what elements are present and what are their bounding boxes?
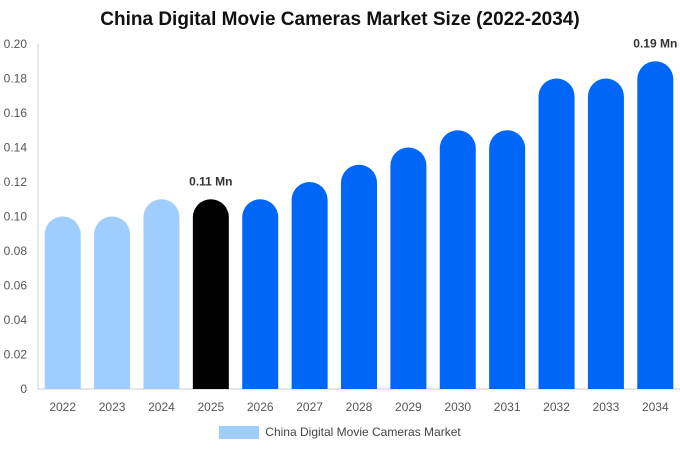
x-tick-label: 2030 bbox=[444, 400, 471, 414]
y-tick-label: 0.06 bbox=[4, 279, 28, 293]
bar bbox=[637, 61, 674, 389]
x-tick-label: 2025 bbox=[197, 400, 224, 414]
bar bbox=[192, 199, 229, 389]
y-tick-label: 0.12 bbox=[4, 175, 28, 189]
y-tick-label: 0 bbox=[20, 382, 27, 396]
y-tick-label: 0.08 bbox=[4, 244, 28, 258]
y-tick-label: 0.18 bbox=[4, 72, 28, 86]
data-label: 0.19 Mn bbox=[633, 36, 677, 50]
legend-label: China Digital Movie Cameras Market bbox=[265, 425, 461, 439]
x-tick-label: 2031 bbox=[494, 400, 521, 414]
bar bbox=[587, 78, 624, 389]
x-tick-label: 2023 bbox=[99, 400, 126, 414]
y-tick-label: 0.04 bbox=[4, 313, 28, 327]
bar bbox=[143, 199, 180, 389]
bar bbox=[439, 130, 476, 390]
legend: China Digital Movie Cameras Market bbox=[0, 425, 680, 439]
y-tick-label: 0.10 bbox=[4, 210, 28, 224]
legend-swatch bbox=[219, 425, 260, 439]
bar bbox=[44, 216, 81, 389]
x-tick-label: 2026 bbox=[247, 400, 274, 414]
bar bbox=[341, 164, 377, 389]
bar bbox=[390, 147, 427, 389]
y-tick-label: 0.16 bbox=[4, 106, 28, 120]
y-tick-label: 0.02 bbox=[4, 348, 28, 362]
bar bbox=[291, 182, 328, 389]
x-tick-label: 2034 bbox=[642, 400, 669, 414]
chart-title: China Digital Movie Cameras Market Size … bbox=[100, 9, 580, 30]
x-tick-label: 2032 bbox=[543, 400, 570, 414]
x-tick-label: 2028 bbox=[346, 400, 373, 414]
bar bbox=[538, 78, 575, 389]
data-label: 0.11 Mn bbox=[189, 174, 232, 188]
y-tick-label: 0.14 bbox=[4, 141, 28, 155]
bar bbox=[242, 199, 279, 389]
x-tick-label: 2033 bbox=[593, 400, 620, 414]
bar bbox=[489, 130, 526, 389]
bar bbox=[94, 216, 131, 389]
x-tick-label: 2029 bbox=[395, 400, 422, 414]
x-tick-label: 2027 bbox=[296, 400, 323, 414]
x-tick-label: 2022 bbox=[49, 400, 76, 414]
x-tick-label: 2024 bbox=[148, 400, 175, 414]
y-tick-label: 0.20 bbox=[4, 37, 28, 51]
